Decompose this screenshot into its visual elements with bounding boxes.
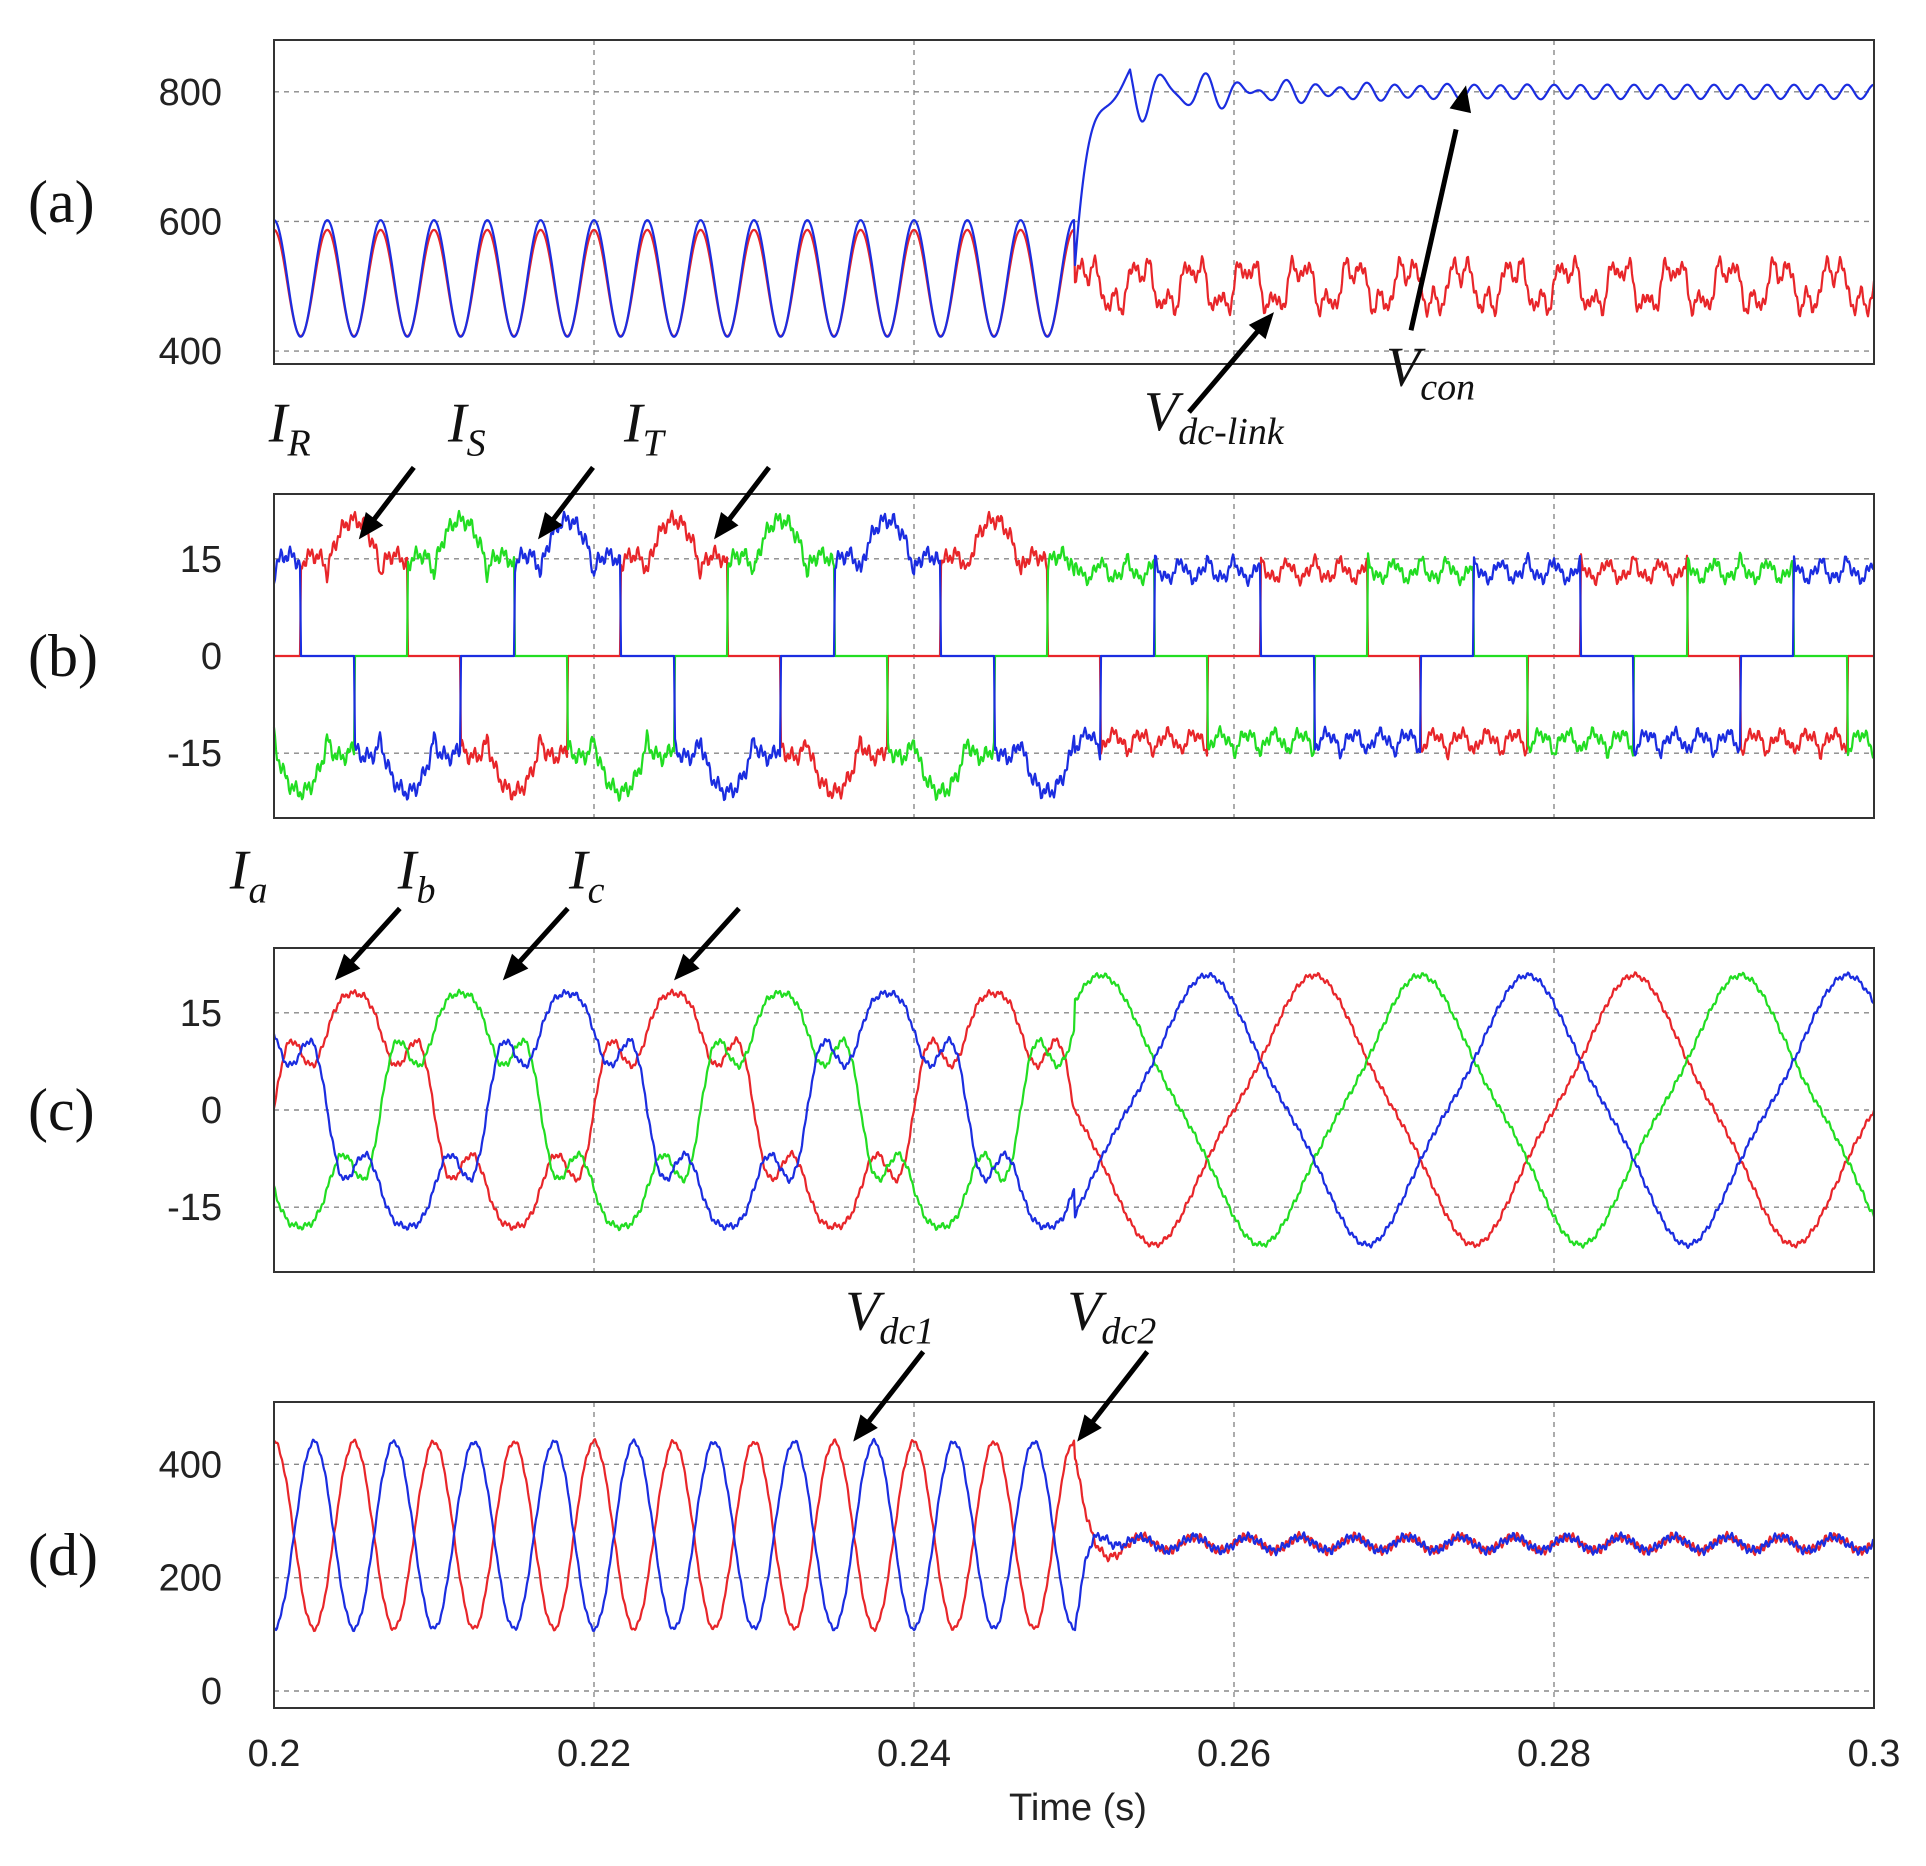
annotation-arrowhead: [1248, 312, 1274, 340]
annotation-ir: IR: [268, 392, 311, 464]
annotation-ia: Ia: [229, 839, 268, 911]
y-tick-label: -15: [167, 1187, 222, 1229]
x-tick-label: 0.28: [1517, 1733, 1591, 1775]
x-tick-label: 0.26: [1197, 1733, 1271, 1775]
annotation-it: IT: [623, 392, 667, 464]
x-axis-label: Time (s): [1009, 1787, 1147, 1829]
annotation-vdclink: Vdc-link: [1144, 381, 1285, 453]
plot-frame-b: [273, 493, 1875, 819]
series-i-s: [272, 509, 1876, 802]
annotation-arrow: [863, 1350, 926, 1428]
annotation-arrow: [344, 906, 402, 970]
series-i-a: [272, 971, 1876, 1249]
annotation-arrow: [545, 465, 595, 528]
annotation-arrow: [1087, 1350, 1150, 1428]
y-tick-label: 200: [159, 1558, 222, 1600]
series-i-r: [273, 509, 1875, 801]
panel-c: -15 0 15 (c) Ia Ib Ic: [28, 839, 1876, 1273]
annotation-arrow: [683, 906, 741, 970]
y-tick-label: 15: [180, 539, 222, 581]
series-v-dc2: [273, 1437, 1875, 1633]
annotation-arrow: [721, 465, 771, 528]
annotation-arrow: [366, 465, 416, 528]
annotation-arrowhead: [334, 953, 361, 981]
series-i-c: [272, 971, 1875, 1250]
annotation-vcon: Vcon: [1386, 336, 1475, 408]
annotation-arrowhead: [1449, 85, 1472, 114]
annotation-ib: Ib: [397, 839, 436, 911]
y-tick-label: 600: [159, 201, 222, 243]
y-tick-label: 0: [201, 636, 222, 678]
annotation-arrowhead: [853, 1414, 878, 1442]
y-tick-label: 400: [159, 1444, 222, 1486]
panel-a: 400 600 800 (a) Vdc-link Vcon: [28, 39, 1876, 453]
plot-frame-c: [273, 947, 1875, 1273]
panel-label-d: (d): [28, 1522, 98, 1588]
panel-label-b: (b): [28, 623, 98, 689]
x-tick-label: 0.3: [1848, 1733, 1901, 1775]
annotation-is: IS: [447, 392, 486, 464]
annotation-arrow: [1408, 128, 1459, 331]
annotation-arrow: [1187, 328, 1261, 414]
y-tick-label: 0: [201, 1090, 222, 1132]
annotation-arrowhead: [674, 953, 700, 981]
x-tick-label: 0.24: [877, 1733, 951, 1775]
annotation-arrowhead: [538, 512, 563, 540]
y-tick-label: -15: [167, 733, 222, 775]
panel-label-a: (a): [28, 169, 95, 235]
annotation-arrowhead: [1077, 1414, 1102, 1442]
panel-label-c: (c): [28, 1077, 95, 1143]
y-tick-label: 400: [159, 331, 222, 373]
plot-frame-a: [273, 39, 1875, 365]
y-tick-label: 15: [180, 993, 222, 1035]
series-v-dc1: [273, 1438, 1876, 1633]
x-tick-label: 0.22: [557, 1733, 631, 1775]
series-v-con: [273, 68, 1875, 338]
series-i-b: [272, 971, 1876, 1249]
annotation-arrow: [512, 906, 570, 970]
plot-frame-d: [273, 1401, 1875, 1709]
annotation-ic: Ic: [568, 839, 605, 911]
annotation-vdc1: Vdc1: [845, 1281, 934, 1353]
annotation-arrowhead: [714, 512, 739, 540]
annotation-arrowhead: [502, 953, 529, 981]
y-tick-label: 800: [159, 72, 222, 114]
y-tick-label: 0: [201, 1671, 222, 1713]
annotation-arrowhead: [358, 512, 384, 540]
panel-b: -15 0 15 (b) IR IS IT: [28, 392, 1876, 819]
annotation-vdc2: Vdc2: [1067, 1281, 1156, 1353]
series-i-t: [272, 510, 1876, 802]
x-tick-label: 0.2: [248, 1733, 301, 1775]
panel-d: 0 200 400 (d) Vdc1 Vdc2 0.2 0.22 0.24 0.26 0.28…: [28, 1281, 1900, 1829]
